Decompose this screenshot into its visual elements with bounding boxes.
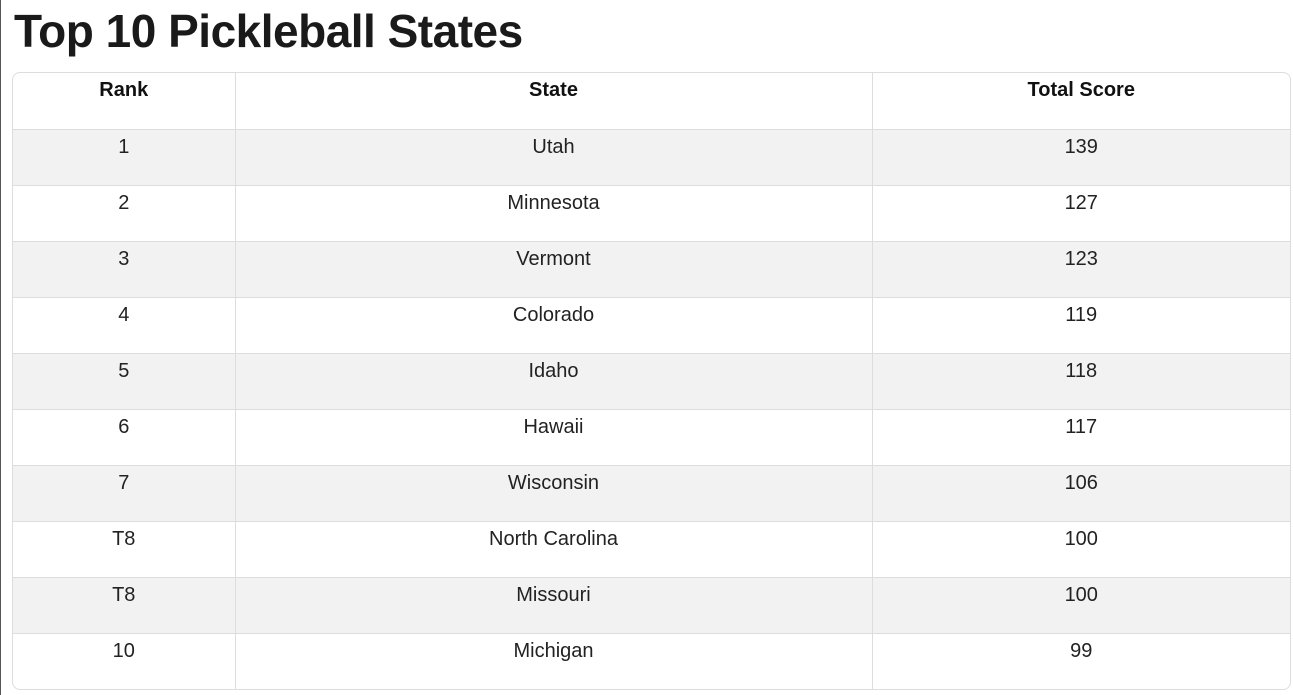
table-row: T8 North Carolina 100 (13, 520, 1290, 577)
table-body: 1 Utah 139 2 Minnesota 127 3 Vermont 123 4 Colorad… (13, 128, 1290, 689)
score-cell: 123 (871, 240, 1290, 297)
table-row: 6 Hawaii 117 (13, 408, 1290, 465)
rank-cell: T8 (13, 520, 235, 577)
rank-cell: 5 (13, 352, 235, 409)
page-title: Top 10 Pickleball States (14, 5, 523, 57)
column-header: Rank (99, 79, 149, 101)
rank-cell: 4 (13, 296, 235, 353)
state-cell: Michigan (234, 632, 872, 689)
rank-cell: T8 (13, 576, 235, 633)
header-row: Rank State Total Score (13, 73, 1290, 129)
state-cell: Missouri (234, 576, 872, 633)
state-cell: Hawaii (234, 408, 872, 465)
rank-cell: 10 (13, 632, 235, 689)
score-cell: 127 (871, 184, 1290, 241)
rank-cell: 1 (13, 128, 235, 185)
table-container: Rank State Total Score 1 Utah 139 2 Minnesota 1… (12, 72, 1291, 690)
score-cell: 100 (871, 576, 1290, 633)
score-cell: 106 (871, 464, 1290, 521)
rank-cell: 7 (13, 464, 235, 521)
table-row: 1 Utah 139 (13, 128, 1290, 185)
table-row: 7 Wisconsin 106 (13, 464, 1290, 521)
score-cell: 100 (871, 520, 1290, 577)
rank-cell: 6 (13, 408, 235, 465)
rank-cell: 3 (13, 240, 235, 297)
window-edge (0, 0, 1, 695)
table-row: 3 Vermont 123 (13, 240, 1290, 297)
state-cell: Idaho (234, 352, 872, 409)
state-cell: Vermont (234, 240, 872, 297)
column-header: Total Score (871, 73, 1290, 129)
column-header: State (234, 73, 872, 129)
rank-cell: 2 (13, 184, 235, 241)
table-row: 2 Minnesota 127 (13, 184, 1290, 241)
state-cell: Minnesota (234, 184, 872, 241)
score-cell: 117 (871, 408, 1290, 465)
score-cell: 119 (871, 296, 1290, 353)
state-cell: North Carolina (234, 520, 872, 577)
ranking-table: Rank State Total Score 1 Utah 139 2 Minnesota 1… (13, 73, 1290, 689)
state-cell: Colorado (234, 296, 872, 353)
table-row: T8 Missouri 100 (13, 576, 1290, 633)
state-cell: Utah (234, 128, 872, 185)
table-row: 5 Idaho 118 (13, 352, 1290, 409)
table-row: 10 Michigan 99 (13, 632, 1290, 689)
state-cell: Wisconsin (234, 464, 872, 521)
table-header: Rank State Total Score (13, 73, 1290, 129)
score-cell: 118 (871, 352, 1290, 409)
table-row: 4 Colorado 119 (13, 296, 1290, 353)
score-cell: 99 (871, 632, 1290, 689)
score-cell: 139 (871, 128, 1290, 185)
